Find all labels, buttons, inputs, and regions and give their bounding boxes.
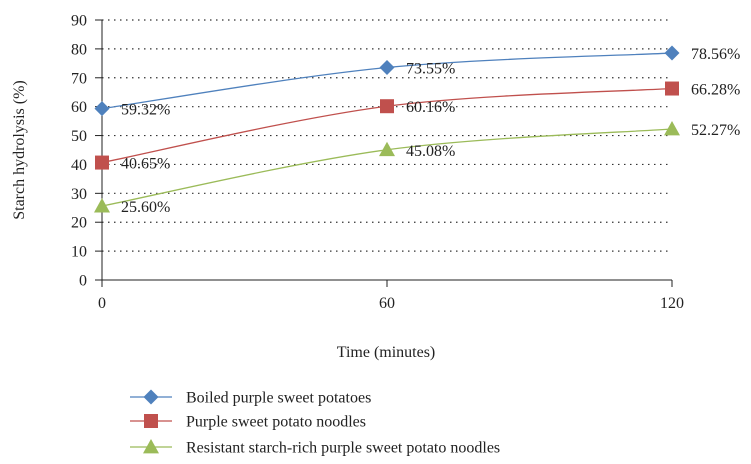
data-point-0-2 <box>664 45 680 61</box>
axes: 0 10 20 30 40 50 60 70 80 90 0 60 120 <box>71 13 684 313</box>
legend: Boiled purple sweet potatoes Purple sweet… <box>130 389 500 457</box>
x-tick-label-0: 0 <box>98 295 106 312</box>
data-label-2-2: 52.27% <box>691 122 740 139</box>
legend-label-1: Purple sweet potato noodles <box>186 414 366 431</box>
y-tick-label-0: 0 <box>79 273 87 290</box>
data-point-1-2 <box>665 81 679 96</box>
y-tick-label-90: 90 <box>71 13 87 30</box>
y-tick-label-60: 60 <box>71 99 87 116</box>
series-lines <box>94 45 680 213</box>
data-point-1-1 <box>380 99 394 114</box>
legend-label-0: Boiled purple sweet potatoes <box>186 390 371 407</box>
x-tick-label-120: 120 <box>660 295 684 312</box>
data-point-2-1 <box>379 141 395 157</box>
legend-label-2: Resistant starch-rich purple sweet potat… <box>186 440 500 457</box>
y-tick-label-50: 50 <box>71 128 87 145</box>
data-label-1-1: 60.16% <box>406 99 455 116</box>
y-tick-label-30: 30 <box>71 186 87 203</box>
data-point-1-0 <box>95 155 109 170</box>
y-tick-label-70: 70 <box>71 70 87 87</box>
y-tick-label-20: 20 <box>71 215 87 232</box>
data-point-2-2 <box>664 120 680 136</box>
legend-marker-1 <box>144 414 158 428</box>
legend-marker-0 <box>143 389 159 405</box>
data-label-1-2: 66.28% <box>691 82 740 99</box>
data-point-2-0 <box>94 198 110 213</box>
x-axis-title: Time (minutes) <box>337 344 436 361</box>
legend-marker-2 <box>143 439 159 454</box>
y-tick-label-40: 40 <box>71 157 87 174</box>
y-tick-label-80: 80 <box>71 41 87 58</box>
y-axis-title: Starch hydrolysis (%) <box>11 80 28 220</box>
data-point-0-0 <box>94 101 110 117</box>
data-labels: 59.32% 73.55% 78.56% 40.65% 60.16% 66.28% 25.6… <box>121 46 740 216</box>
data-label-0-1: 73.55% <box>406 61 455 78</box>
y-tick-label-10: 10 <box>71 244 87 261</box>
x-tick-label-60: 60 <box>379 295 395 312</box>
data-label-2-0: 25.60% <box>121 199 170 216</box>
data-point-0-1 <box>379 60 395 76</box>
data-label-0-0: 59.32% <box>121 102 170 119</box>
data-label-2-1: 45.08% <box>406 143 455 160</box>
data-label-1-0: 40.65% <box>121 156 170 173</box>
data-label-0-2: 78.56% <box>691 46 740 63</box>
gridlines <box>102 19 672 252</box>
series-line-2 <box>101 128 673 207</box>
